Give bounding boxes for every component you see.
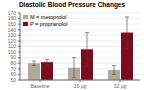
svg-text:90: 90	[10, 54, 16, 60]
html-text:P = propranolol: P = propranolol	[30, 20, 68, 27]
svg-text:130: 130	[8, 32, 16, 38]
html-text:Diastolic Blood Pressure Chang: Diastolic Blood Pressure Changes	[18, 1, 126, 8]
svg-text:170: 170	[8, 10, 16, 16]
svg-text:50: 50	[10, 77, 16, 83]
svg-text:80: 80	[10, 60, 16, 66]
svg-text:16 μg: 16 μg	[74, 83, 87, 89]
svg-text:120: 120	[8, 38, 16, 44]
svg-text:Baseline: Baseline	[30, 83, 49, 89]
svg-text:100: 100	[8, 49, 16, 55]
svg-text:32 μg: 32 μg	[114, 83, 127, 89]
svg-text:110: 110	[8, 43, 16, 49]
svg-text:160: 160	[8, 15, 16, 21]
html-text:M = metoprolol: M = metoprolol	[30, 14, 67, 20]
svg-text:70: 70	[10, 66, 16, 72]
svg-text:140: 140	[8, 27, 16, 33]
svg-text:60: 60	[10, 71, 16, 77]
svg-text:150: 150	[8, 21, 16, 27]
